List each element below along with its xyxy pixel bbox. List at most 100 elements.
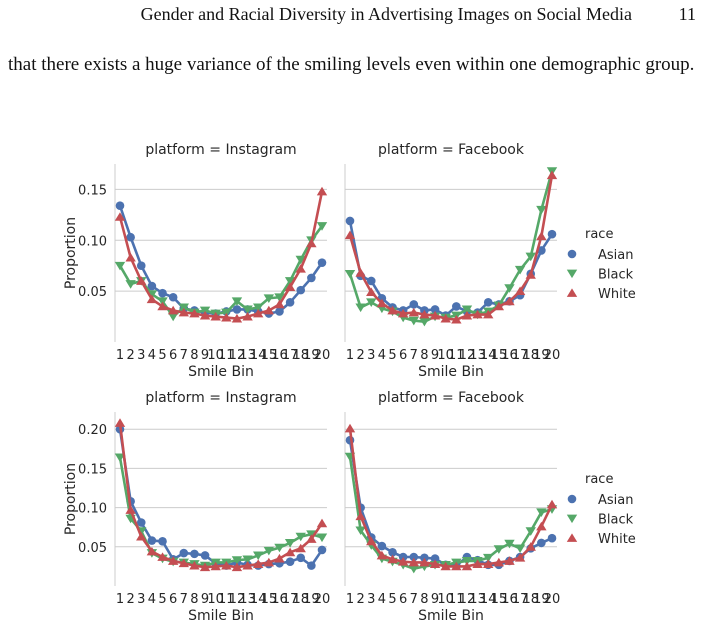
x-tick-label: 8 bbox=[190, 348, 198, 363]
data-point-asian bbox=[168, 292, 178, 302]
x-tick-label: 10 bbox=[207, 592, 224, 607]
x-tick-label: 1 bbox=[346, 348, 354, 363]
x-axis-label: Smile Bin bbox=[188, 608, 254, 624]
x-tick-label: 2 bbox=[356, 348, 364, 363]
x-tick-label: 10 bbox=[207, 348, 224, 363]
data-point-white bbox=[114, 212, 126, 221]
data-point-asian bbox=[147, 281, 157, 291]
data-point-white bbox=[344, 423, 356, 433]
data-point-asian bbox=[547, 229, 557, 239]
data-point-black bbox=[114, 261, 126, 271]
data-point-black bbox=[274, 543, 285, 553]
data-point-asian bbox=[398, 552, 408, 562]
data-point-white bbox=[472, 559, 483, 568]
data-point-white bbox=[316, 186, 328, 196]
body-paragraph: that there exists a huge variance of the… bbox=[8, 54, 695, 75]
x-tick-label: 18 bbox=[292, 348, 309, 363]
x-tick-label: 7 bbox=[180, 592, 188, 607]
data-point-asian bbox=[147, 536, 157, 545]
data-point-white bbox=[429, 559, 441, 568]
data-point-black bbox=[231, 556, 243, 565]
x-tick-label: 2 bbox=[126, 348, 134, 363]
data-point-asian bbox=[366, 276, 376, 286]
data-point-white bbox=[536, 231, 547, 241]
data-point-black bbox=[253, 551, 264, 561]
data-point-white bbox=[461, 310, 473, 320]
data-point-white bbox=[483, 559, 494, 568]
data-point-asian bbox=[158, 288, 167, 298]
data-point-white bbox=[483, 309, 494, 319]
chart-panel-1: platform = Instagram 0.05 0.10 0.15 Proporti… bbox=[63, 142, 330, 380]
data-point-black bbox=[284, 277, 296, 286]
x-tick-label: 14 bbox=[480, 592, 497, 607]
data-point-asian bbox=[296, 553, 306, 563]
data-point-black bbox=[344, 269, 356, 279]
x-tick-label: 10 bbox=[437, 348, 454, 363]
data-point-white bbox=[525, 270, 536, 279]
data-point-white bbox=[136, 276, 147, 285]
data-point-asian bbox=[483, 298, 493, 307]
data-point-white bbox=[451, 561, 462, 571]
x-tick-label: 14 bbox=[250, 592, 267, 607]
data-point-white bbox=[355, 511, 366, 521]
data-point-asian bbox=[317, 258, 327, 267]
data-point-black bbox=[253, 303, 264, 313]
data-point-white bbox=[221, 560, 232, 570]
data-point-white bbox=[274, 299, 285, 309]
data-point-white bbox=[546, 170, 558, 180]
data-point-white bbox=[451, 314, 462, 324]
x-tick-label: 4 bbox=[148, 592, 156, 607]
data-point-black bbox=[408, 564, 419, 574]
x-tick-label: 6 bbox=[399, 348, 407, 363]
y-tick-label: 0.05 bbox=[78, 285, 107, 300]
data-point-white bbox=[546, 499, 558, 509]
data-point-black bbox=[525, 527, 536, 536]
x-tick-label: 8 bbox=[420, 592, 428, 607]
x-tick-label: 3 bbox=[137, 592, 145, 607]
x-tick-label: 7 bbox=[410, 348, 418, 363]
data-point-asian bbox=[307, 561, 316, 570]
legend-title: race bbox=[585, 227, 613, 242]
data-point-white bbox=[295, 543, 306, 553]
data-point-white bbox=[178, 307, 189, 317]
x-tick-label: 8 bbox=[420, 348, 428, 363]
legend-marker-asian bbox=[567, 249, 577, 259]
data-point-asian bbox=[275, 307, 284, 316]
data-point-black bbox=[536, 508, 547, 518]
x-tick-label: 19 bbox=[303, 592, 320, 607]
x-tick-label: 7 bbox=[180, 348, 188, 363]
x-tick-label: 3 bbox=[367, 348, 375, 363]
data-point-asian bbox=[409, 552, 419, 562]
data-point-black bbox=[525, 252, 536, 262]
data-point-asian bbox=[115, 201, 125, 211]
data-point-white bbox=[419, 309, 430, 319]
data-point-white bbox=[387, 554, 398, 564]
data-point-black bbox=[419, 317, 430, 327]
data-point-black bbox=[178, 303, 189, 313]
data-point-white bbox=[316, 518, 328, 528]
x-tick-label: 12 bbox=[229, 348, 246, 363]
data-point-black bbox=[366, 298, 377, 308]
data-point-asian bbox=[190, 549, 199, 559]
x-axis-label: Smile Bin bbox=[418, 364, 484, 380]
data-point-asian bbox=[285, 298, 295, 307]
data-point-white bbox=[231, 562, 243, 572]
x-tick-label: 11 bbox=[218, 348, 235, 363]
data-point-white bbox=[504, 556, 515, 565]
data-point-white bbox=[263, 557, 275, 567]
data-point-white bbox=[189, 308, 200, 318]
x-tick-label: 19 bbox=[533, 592, 550, 607]
data-point-asian bbox=[179, 548, 189, 558]
data-point-white bbox=[504, 296, 515, 306]
data-point-black bbox=[355, 303, 366, 313]
data-point-white bbox=[397, 557, 409, 566]
panel-title: platform = Instagram bbox=[145, 390, 296, 406]
legend-marker-black bbox=[566, 269, 578, 279]
legend-marker-white bbox=[566, 533, 578, 542]
x-tick-label: 7 bbox=[410, 592, 418, 607]
x-tick-label: 18 bbox=[292, 592, 309, 607]
data-point-white bbox=[199, 310, 211, 320]
data-point-white bbox=[114, 418, 126, 427]
data-point-asian bbox=[452, 302, 461, 311]
